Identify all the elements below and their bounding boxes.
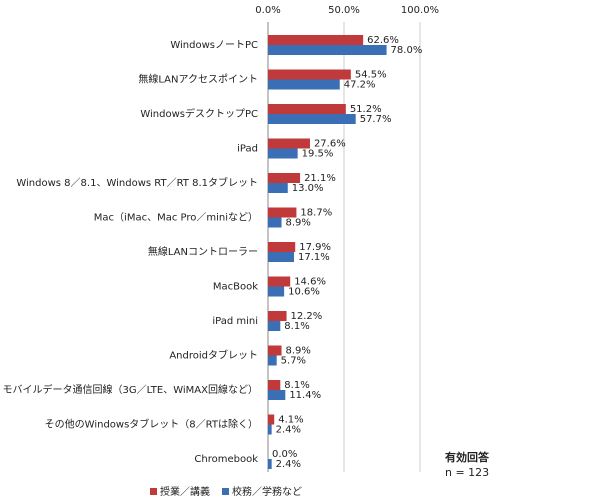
bar bbox=[268, 321, 281, 331]
value-label: 62.6% bbox=[367, 35, 399, 46]
value-label: 12.2% bbox=[291, 311, 323, 322]
value-label: 0.0% bbox=[272, 449, 297, 460]
value-label: 27.6% bbox=[314, 139, 346, 150]
bar bbox=[268, 217, 282, 228]
value-label: 78.0% bbox=[391, 45, 423, 56]
bar bbox=[268, 380, 281, 390]
annotation: 有効回答 bbox=[445, 450, 490, 464]
legend-label: 授業／講義 bbox=[160, 485, 210, 498]
value-label: 4.1% bbox=[278, 415, 303, 426]
bar bbox=[268, 345, 282, 356]
category-label: Windows 8／8.1、Windows RT／RT 8.1タブレット bbox=[16, 176, 258, 189]
bar bbox=[268, 242, 296, 252]
bar bbox=[268, 183, 288, 193]
bar bbox=[268, 276, 291, 287]
bar bbox=[268, 35, 364, 45]
bar bbox=[268, 104, 346, 114]
legend-swatch bbox=[150, 488, 157, 495]
value-label: 8.1% bbox=[284, 380, 309, 391]
category-label: WindowsデスクトップPC bbox=[140, 107, 258, 120]
category-label: モバイルデータ通信回線（3G／LTE、WiMAX回線など） bbox=[3, 383, 259, 396]
value-label: 21.1% bbox=[304, 173, 336, 184]
category-label: WindowsノートPC bbox=[170, 40, 258, 51]
bar bbox=[268, 424, 272, 435]
bar bbox=[268, 138, 310, 149]
value-label: 14.6% bbox=[294, 277, 326, 288]
bar bbox=[268, 390, 286, 400]
value-label: 5.7% bbox=[281, 356, 306, 367]
value-label: 17.9% bbox=[299, 242, 331, 253]
bar bbox=[268, 252, 294, 262]
bar bbox=[268, 286, 285, 297]
value-label: 54.5% bbox=[355, 70, 387, 81]
value-label: 17.1% bbox=[298, 252, 330, 263]
value-label: 18.7% bbox=[300, 208, 332, 219]
value-label: 19.5% bbox=[302, 149, 334, 160]
category-label: Chromebook bbox=[194, 454, 258, 465]
value-label: 51.2% bbox=[350, 104, 382, 115]
value-label: 8.9% bbox=[286, 346, 311, 357]
category-label: その他のWindowsタブレット（8／RTは除く） bbox=[45, 418, 258, 431]
bar bbox=[268, 311, 287, 321]
value-label: 47.2% bbox=[344, 80, 376, 91]
category-label: MacBook bbox=[213, 282, 258, 293]
legend-label: 校務／学務など bbox=[232, 485, 302, 498]
value-label: 8.9% bbox=[286, 218, 311, 229]
value-label: 57.7% bbox=[360, 114, 392, 125]
bar bbox=[268, 79, 340, 90]
bar bbox=[268, 459, 272, 469]
x-tick-label: 100.0% bbox=[401, 5, 439, 16]
value-label: 8.1% bbox=[284, 321, 309, 332]
value-label: 13.0% bbox=[292, 183, 324, 194]
category-label: 無線LANコントローラー bbox=[148, 245, 258, 258]
category-label: Mac（iMac、Mac Pro／miniなど） bbox=[94, 212, 258, 224]
bar bbox=[268, 148, 298, 159]
value-label: 2.4% bbox=[276, 425, 301, 436]
legend-swatch bbox=[222, 488, 229, 495]
bar bbox=[268, 114, 356, 124]
bar bbox=[268, 355, 277, 366]
category-label: 無線LANアクセスポイント bbox=[138, 73, 258, 86]
value-label: 2.4% bbox=[276, 459, 301, 470]
value-label: 11.4% bbox=[289, 390, 321, 401]
value-label: 10.6% bbox=[288, 287, 320, 298]
bar bbox=[268, 207, 297, 218]
annotation: n = 123 bbox=[445, 466, 489, 479]
bar bbox=[268, 69, 351, 80]
bar bbox=[268, 173, 301, 183]
x-tick-label: 0.0% bbox=[255, 5, 280, 16]
category-label: Androidタブレット bbox=[169, 349, 258, 362]
bar bbox=[268, 45, 387, 55]
category-label: iPad mini bbox=[212, 316, 258, 327]
category-label: iPad bbox=[237, 144, 258, 155]
x-tick-label: 50.0% bbox=[328, 5, 360, 16]
bar bbox=[268, 414, 275, 425]
